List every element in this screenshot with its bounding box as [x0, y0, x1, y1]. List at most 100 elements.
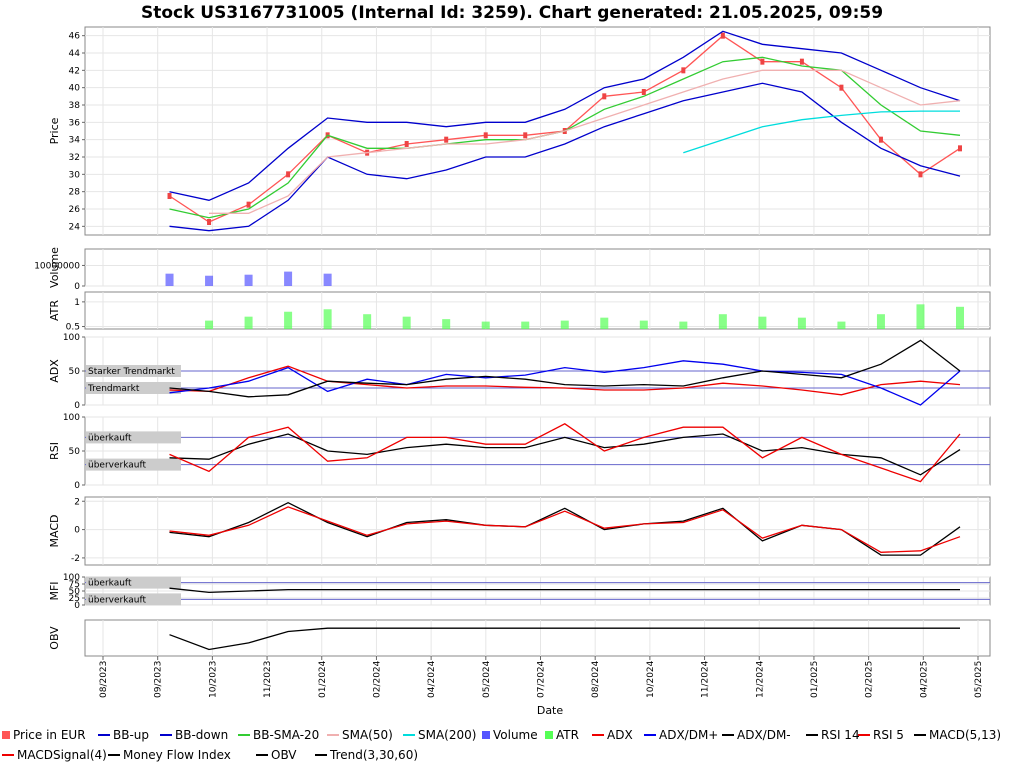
- bar-volume: [244, 274, 253, 286]
- y-tick-label: 26: [69, 205, 81, 215]
- panel-obv: OBV: [48, 619, 991, 657]
- bar-atr: [758, 316, 767, 329]
- panel-frame: [84, 291, 991, 330]
- price-candle: [681, 67, 686, 74]
- x-tick-label: 08/2024: [591, 660, 601, 698]
- y-tick-label: 75: [69, 580, 80, 590]
- y-tick-label: -2: [71, 554, 80, 564]
- y-axis-label: ADX: [48, 359, 61, 383]
- price-candle: [799, 58, 804, 65]
- legend-label: OBV: [271, 748, 297, 762]
- bar-volume: [323, 273, 332, 286]
- y-tick-label: 100: [63, 573, 80, 583]
- zone-label-high: überkauft: [88, 433, 132, 443]
- legend-swatch: [256, 754, 268, 756]
- panels-group: 24 26 28 30 32 34 36 38 40 42 44 46 Price 0 10000000Vo…: [34, 26, 991, 657]
- legend-item: RSI 5: [858, 728, 904, 742]
- zone-label-low: überverkauft: [88, 461, 147, 471]
- price-candle: [602, 93, 607, 100]
- y-axis-label: MFI: [48, 581, 61, 600]
- panel-adx: 0 50 100 ADX Starker Trendmarkt Trendmarkt: [48, 333, 991, 411]
- panel-atr: 0.5 1 ATR: [48, 291, 991, 333]
- x-tick-label: 08/2023: [99, 661, 109, 698]
- panel-frame: [84, 26, 991, 236]
- legend-swatch: [2, 731, 10, 739]
- bar-atr: [363, 314, 372, 329]
- series-line: [209, 69, 961, 214]
- y-tick-label: 2: [74, 497, 80, 507]
- legend-item: BB-down: [160, 728, 228, 742]
- legend-label: ADX/DM-: [737, 728, 791, 742]
- x-tick-label: 05/2025: [974, 661, 984, 698]
- price-candle: [483, 132, 488, 139]
- x-tick-label: 07/2024: [537, 660, 547, 698]
- series-line: [169, 82, 961, 232]
- x-tick-label: 10/2024: [646, 660, 656, 698]
- series-line: [683, 110, 960, 154]
- bar-atr: [718, 314, 727, 329]
- legend-swatch: [592, 734, 604, 736]
- legend-item: ADX/DM+: [644, 728, 718, 742]
- y-tick-label: 50: [69, 367, 81, 377]
- price-candle: [444, 136, 449, 143]
- price-candle: [720, 32, 725, 39]
- y-tick-label: 44: [69, 49, 81, 59]
- x-tick-label: 09/2023: [154, 661, 164, 698]
- legend-swatch: [644, 734, 656, 736]
- y-tick-label: 40: [69, 84, 81, 94]
- legend-swatch: [482, 731, 490, 739]
- zone-label-high: überkauft: [88, 579, 132, 589]
- y-axis-label: ATR: [48, 300, 61, 321]
- legend-label: Money Flow Index: [123, 748, 231, 762]
- legend-label: Volume: [493, 728, 538, 742]
- legend-item: ADX: [592, 728, 633, 742]
- legend-item: BB-up: [98, 728, 149, 742]
- y-axis-label: MACD: [48, 515, 61, 548]
- y-tick-label: 30: [69, 170, 81, 180]
- zone-label-bg: [86, 431, 181, 444]
- legend-item: Volume: [482, 728, 538, 742]
- series-line: [169, 433, 961, 476]
- zone-label-low: Trendmarkt: [87, 384, 140, 394]
- y-tick-label: 46: [69, 32, 81, 42]
- price-candle: [918, 171, 923, 178]
- y-tick-label: 28: [69, 188, 81, 198]
- price-candle: [878, 136, 883, 143]
- legend-label: Trend(3,30,60): [330, 748, 419, 762]
- panel-macd: -2 0 2 MACD: [48, 496, 991, 566]
- x-tick-label: 05/2024: [482, 660, 492, 698]
- bar-volume: [284, 271, 293, 286]
- bar-atr: [837, 321, 846, 329]
- bar-atr: [284, 311, 293, 329]
- legend-swatch: [315, 754, 327, 756]
- legend-label: BB-SMA-20: [253, 728, 320, 742]
- bar-atr: [205, 320, 214, 329]
- y-tick-label: 50: [69, 447, 81, 457]
- price-candle: [760, 58, 765, 65]
- y-tick-label: 100: [63, 333, 80, 343]
- zone-label-bg: [86, 365, 181, 377]
- y-axis-label: Price: [48, 117, 61, 144]
- series-line: [169, 339, 961, 398]
- legend-label: MACDSignal(4): [17, 748, 107, 762]
- y-tick-label: 1: [74, 298, 80, 308]
- legend-label: RSI 5: [873, 728, 904, 742]
- y-tick-label: 25: [69, 594, 80, 604]
- x-axis: 08/2023 09/2023 10/2023 11/2023 01/2024 02/20…: [99, 656, 984, 698]
- bar-atr: [876, 314, 885, 329]
- price-candle: [404, 141, 409, 147]
- bar-atr: [481, 321, 490, 329]
- y-tick-label: 0: [74, 601, 80, 611]
- series-line: [169, 627, 960, 651]
- bar-atr: [442, 319, 451, 329]
- price-candle: [641, 89, 646, 95]
- legend-label: SMA(200): [418, 728, 477, 742]
- legend-swatch: [108, 754, 120, 756]
- legend-item: MACDSignal(4): [2, 748, 107, 762]
- y-tick-label: 34: [69, 136, 81, 146]
- y-axis-label: OBV: [48, 626, 61, 650]
- legend-swatch: [806, 734, 818, 736]
- price-candle: [839, 84, 844, 91]
- legend-swatch: [98, 734, 110, 736]
